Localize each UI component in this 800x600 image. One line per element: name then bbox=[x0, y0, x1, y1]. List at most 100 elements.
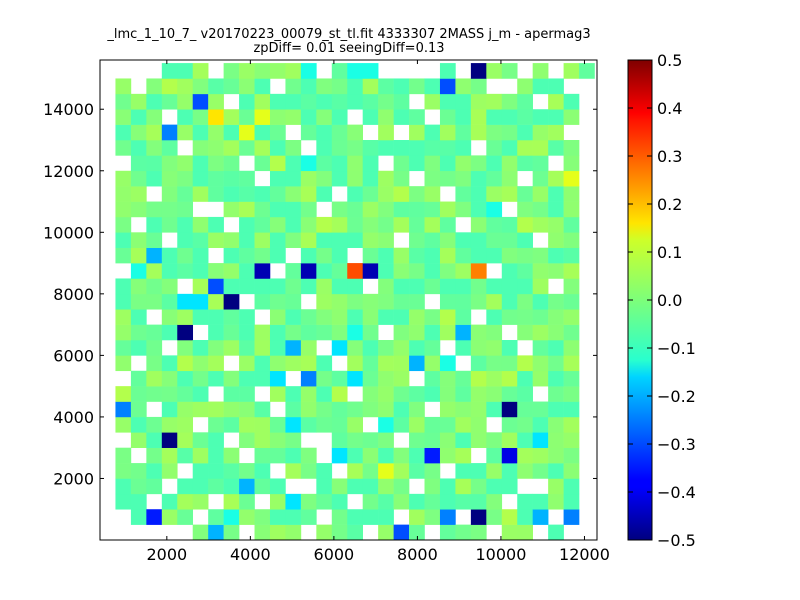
heatmap-cell bbox=[192, 401, 209, 418]
heatmap-cell bbox=[409, 355, 425, 372]
heatmap-cell bbox=[439, 124, 456, 141]
heatmap-cell bbox=[347, 416, 363, 433]
heatmap-cell bbox=[517, 78, 533, 95]
colorbar-tick-label: −0.1 bbox=[657, 339, 696, 358]
heatmap-cell bbox=[548, 247, 564, 264]
heatmap-cell bbox=[146, 432, 163, 448]
heatmap-cell bbox=[254, 140, 271, 156]
heatmap-cell bbox=[239, 140, 255, 156]
heatmap-cell bbox=[501, 170, 518, 187]
heatmap-cell bbox=[455, 432, 472, 448]
heatmap-cell bbox=[424, 324, 441, 341]
heatmap-cell bbox=[486, 186, 503, 202]
heatmap-cell bbox=[409, 432, 425, 448]
heatmap-cell bbox=[192, 524, 209, 541]
heatmap-cell bbox=[177, 232, 194, 248]
heatmap-cell bbox=[563, 416, 580, 433]
heatmap-cell bbox=[347, 524, 363, 541]
heatmap-cell bbox=[269, 355, 286, 372]
heatmap-cell bbox=[393, 155, 410, 172]
heatmap-cell bbox=[439, 278, 456, 295]
heatmap-cell bbox=[130, 493, 147, 510]
heatmap-cell bbox=[300, 447, 317, 464]
heatmap-cell bbox=[161, 263, 178, 279]
heatmap-cell bbox=[192, 109, 209, 125]
heatmap-cell bbox=[393, 463, 410, 479]
heatmap-cell bbox=[239, 478, 255, 495]
heatmap-cell bbox=[177, 324, 194, 341]
heatmap-cell bbox=[223, 386, 240, 402]
heatmap-cell bbox=[347, 447, 363, 464]
heatmap-cell bbox=[501, 247, 518, 264]
heatmap-cell bbox=[347, 186, 363, 202]
heatmap-cell bbox=[316, 216, 333, 233]
heatmap-cell bbox=[331, 324, 348, 341]
heatmap-cell bbox=[393, 263, 410, 279]
heatmap-cell bbox=[177, 509, 194, 525]
heatmap-cell bbox=[470, 463, 487, 479]
heatmap-cell bbox=[362, 232, 379, 248]
heatmap-cell bbox=[285, 386, 302, 402]
heatmap-cell bbox=[285, 140, 302, 156]
heatmap-cell bbox=[517, 293, 533, 310]
heatmap-cell bbox=[161, 463, 178, 479]
heatmap-cell bbox=[347, 478, 363, 495]
heatmap-cell bbox=[208, 93, 224, 110]
heatmap-cell bbox=[161, 386, 178, 402]
heatmap-cell bbox=[146, 355, 163, 372]
heatmap-cell bbox=[424, 370, 441, 387]
heatmap-cell bbox=[548, 309, 564, 325]
heatmap-cell bbox=[393, 278, 410, 295]
heatmap-cell bbox=[347, 170, 363, 187]
heatmap-cell bbox=[548, 201, 564, 218]
heatmap-cell bbox=[331, 201, 348, 218]
y-tick-label: 4000 bbox=[53, 408, 94, 427]
heatmap-cell bbox=[208, 278, 224, 295]
heatmap-cell bbox=[378, 216, 394, 233]
heatmap-cell bbox=[362, 432, 379, 448]
heatmap-cell bbox=[146, 232, 163, 248]
heatmap-cell bbox=[517, 370, 533, 387]
heatmap-cell bbox=[177, 309, 194, 325]
heatmap-cell bbox=[409, 401, 425, 418]
heatmap-cell bbox=[393, 186, 410, 202]
heatmap-cell bbox=[331, 140, 348, 156]
heatmap-cell bbox=[161, 140, 178, 156]
heatmap-cell bbox=[501, 432, 518, 448]
heatmap-cell bbox=[455, 124, 472, 141]
heatmap-cell bbox=[409, 447, 425, 464]
heatmap-cell bbox=[254, 370, 271, 387]
heatmap-cell bbox=[501, 232, 518, 248]
heatmap-cell bbox=[424, 263, 441, 279]
heatmap-cell bbox=[424, 355, 441, 372]
heatmap-cell bbox=[455, 109, 472, 125]
heatmap-cell bbox=[239, 109, 255, 125]
heatmap-cell bbox=[300, 186, 317, 202]
y-tick-label: 12000 bbox=[43, 162, 94, 181]
heatmap-cell bbox=[115, 201, 132, 218]
heatmap-cell bbox=[285, 232, 302, 248]
heatmap-cell bbox=[362, 447, 379, 464]
heatmap-cell bbox=[269, 309, 286, 325]
heatmap-cell bbox=[161, 155, 178, 172]
heatmap-cell bbox=[393, 447, 410, 464]
heatmap-cell bbox=[563, 493, 580, 510]
heatmap-cell bbox=[316, 524, 333, 541]
heatmap-cell bbox=[563, 263, 580, 279]
heatmap-cell bbox=[146, 293, 163, 310]
heatmap-cell bbox=[130, 293, 147, 310]
heatmap-cell bbox=[532, 324, 549, 341]
heatmap-cell bbox=[254, 416, 271, 433]
heatmap-cell bbox=[239, 509, 255, 525]
heatmap-cell bbox=[177, 63, 194, 79]
heatmap-cell bbox=[548, 340, 564, 356]
heatmap-cell bbox=[347, 263, 363, 279]
heatmap-cell bbox=[378, 247, 394, 264]
heatmap-cell bbox=[285, 355, 302, 372]
heatmap-cell bbox=[285, 340, 302, 356]
heatmap-cell bbox=[362, 155, 379, 172]
heatmap-cell bbox=[347, 140, 363, 156]
heatmap-cell bbox=[455, 447, 472, 464]
heatmap-cell bbox=[208, 370, 224, 387]
heatmap-cell bbox=[161, 186, 178, 202]
